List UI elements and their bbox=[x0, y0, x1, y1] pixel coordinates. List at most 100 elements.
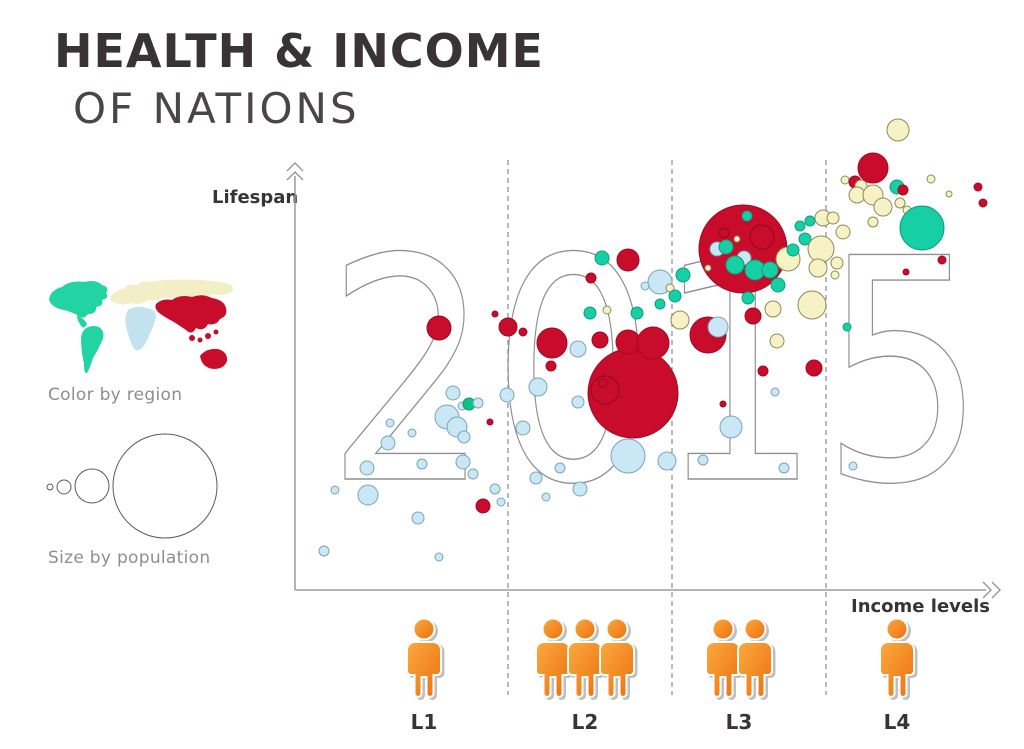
country-bubble-B bbox=[357, 484, 379, 506]
country-bubble-Y bbox=[867, 216, 879, 228]
country-bubble-B bbox=[697, 454, 709, 466]
country-bubble-B bbox=[467, 468, 479, 480]
country-bubble-B bbox=[434, 552, 444, 562]
country-bubble-R bbox=[475, 498, 491, 514]
country-bubble-B bbox=[407, 428, 417, 438]
map-australia bbox=[200, 348, 228, 369]
page-title: HEALTH & INCOME bbox=[54, 24, 544, 78]
country-bubble-R bbox=[426, 315, 452, 341]
country-bubble-B bbox=[318, 545, 330, 557]
map-island bbox=[197, 337, 203, 343]
person-icon-l1 bbox=[405, 617, 443, 699]
country-bubble-R bbox=[585, 272, 597, 284]
world-map bbox=[49, 279, 233, 374]
country-bubble-R bbox=[744, 307, 762, 325]
country-bubble-T bbox=[798, 232, 812, 246]
map-island bbox=[189, 335, 195, 341]
size-legend-label: Size by population bbox=[48, 548, 211, 568]
country-bubble-T bbox=[718, 239, 734, 255]
income-level-label-l4: L4 bbox=[884, 710, 911, 734]
country-bubble-Y bbox=[873, 197, 893, 217]
country-bubble-B bbox=[719, 415, 743, 439]
country-bubble-B bbox=[848, 461, 858, 471]
country-bubble-B bbox=[515, 420, 531, 436]
map-north-america bbox=[49, 281, 108, 318]
map-island bbox=[213, 329, 219, 335]
country-bubble-R bbox=[805, 359, 823, 377]
country-bubble-R bbox=[636, 326, 670, 360]
world-map-legend bbox=[49, 279, 233, 374]
country-bubble-B bbox=[411, 511, 425, 525]
country-bubble-B bbox=[457, 430, 471, 444]
person-icon-l2 bbox=[534, 617, 572, 699]
country-bubble-R bbox=[587, 347, 679, 439]
country-bubble-R bbox=[937, 255, 947, 265]
country-bubble-R bbox=[757, 365, 769, 377]
country-bubble-B bbox=[385, 418, 395, 428]
country-bubble-T bbox=[741, 291, 755, 305]
country-bubble-Y bbox=[830, 256, 844, 270]
person-icon-l2 bbox=[598, 617, 636, 699]
country-bubble-T bbox=[770, 277, 786, 293]
person-icon-l3 bbox=[704, 617, 742, 699]
country-bubble-R bbox=[973, 182, 983, 192]
country-bubble-Y bbox=[797, 290, 827, 320]
country-bubble-B bbox=[770, 387, 780, 397]
map-central-america bbox=[77, 315, 87, 328]
color-legend-label: Color by region bbox=[48, 385, 183, 405]
x-axis-label: Income levels bbox=[851, 596, 990, 617]
income-level-people bbox=[405, 617, 916, 699]
country-bubble-Y bbox=[670, 310, 690, 330]
country-bubble-ring bbox=[718, 227, 730, 239]
country-bubble-T bbox=[668, 289, 682, 303]
country-bubble-R bbox=[491, 310, 499, 318]
country-bubble-B bbox=[569, 340, 587, 358]
country-bubble-R bbox=[536, 327, 568, 359]
country-bubble-Y bbox=[840, 175, 850, 185]
country-bubble-B bbox=[359, 460, 375, 476]
map-europe-russia bbox=[110, 279, 233, 305]
country-bubble-R bbox=[591, 331, 609, 349]
person-icon-l4 bbox=[878, 617, 916, 699]
income-level-label-l1: L1 bbox=[411, 710, 438, 734]
country-bubble-R bbox=[486, 418, 494, 426]
country-bubble-Y bbox=[602, 305, 612, 315]
country-bubble-B bbox=[657, 451, 677, 471]
country-bubble-T bbox=[654, 298, 666, 310]
income-dividers bbox=[507, 160, 827, 695]
country-bubble-Y bbox=[830, 270, 840, 280]
country-bubble-R bbox=[498, 317, 518, 337]
country-bubble-B bbox=[554, 462, 566, 474]
country-bubble-ring bbox=[749, 224, 775, 250]
country-bubble-B bbox=[496, 497, 506, 507]
country-bubble-T bbox=[786, 243, 800, 257]
country-bubble-ring bbox=[590, 375, 620, 405]
bubbles-layer bbox=[318, 118, 988, 562]
country-bubble-T bbox=[842, 322, 852, 332]
country-bubble-R bbox=[719, 400, 727, 408]
country-bubble-T bbox=[899, 205, 945, 251]
country-bubble-B bbox=[499, 387, 515, 403]
country-bubble-B bbox=[455, 454, 471, 470]
country-bubble-B bbox=[330, 485, 340, 495]
size-circle-4 bbox=[112, 433, 218, 539]
country-bubble-R bbox=[545, 360, 557, 372]
country-bubble-R bbox=[615, 329, 641, 355]
size-circle-3 bbox=[74, 468, 110, 504]
country-bubble-R bbox=[518, 327, 528, 337]
country-bubble-B bbox=[572, 481, 588, 497]
country-bubble-R bbox=[902, 268, 910, 276]
country-bubble-T bbox=[594, 250, 610, 266]
country-bubble-B bbox=[416, 458, 428, 470]
country-bubble-Y bbox=[733, 235, 741, 243]
country-bubble-T bbox=[725, 255, 745, 275]
x-axis-arrow-icon bbox=[991, 581, 1002, 599]
size-legend bbox=[46, 433, 218, 539]
country-bubble-B bbox=[472, 397, 484, 409]
country-bubble-T bbox=[804, 215, 816, 227]
person-icon-l3 bbox=[736, 617, 774, 699]
country-bubble-B bbox=[571, 395, 585, 409]
country-bubble-Y bbox=[769, 333, 785, 349]
